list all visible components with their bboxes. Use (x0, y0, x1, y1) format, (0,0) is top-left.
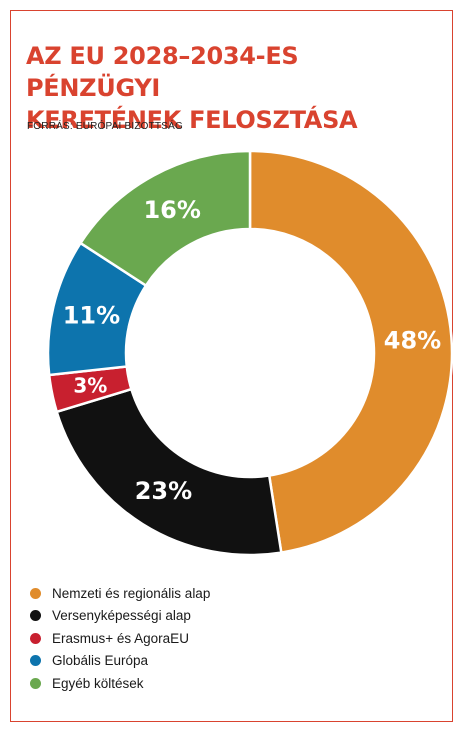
donut-slice-4 (78, 149, 252, 288)
legend-item-2: Erasmus+ és AgoraEU (30, 627, 210, 650)
donut-slice-1 (55, 387, 283, 557)
legend-swatch-3 (30, 655, 41, 667)
legend-swatch-2 (30, 632, 41, 644)
chart-title-line-2: KERETÉNEK FELOSZTÁSA (26, 106, 358, 134)
legend-label-4: Egyéb költések (52, 675, 144, 691)
legend-label-1: Versenyképességi alap (52, 608, 191, 624)
legend-swatch-4 (30, 677, 41, 689)
slice-label-0: 48% (384, 326, 441, 354)
chart-title: AZ EU 2028–2034-ES PÉNZÜGYI KERETÉNEK FE… (26, 40, 436, 136)
legend-label-0: Nemzeti és regionális alap (52, 585, 211, 601)
slice-label-4: 16% (143, 196, 200, 224)
legend-item-0: Nemzeti és regionális alap (30, 582, 210, 605)
slice-label-2: 3% (73, 374, 107, 398)
chart-title-line-1: AZ EU 2028–2034-ES PÉNZÜGYI (26, 42, 299, 102)
slice-label-1: 23% (135, 477, 192, 505)
legend-label-3: Globális Európa (52, 653, 149, 669)
legend-label-2: Erasmus+ és AgoraEU (52, 630, 189, 646)
legend-swatch-0 (30, 587, 41, 599)
legend-item-1: Versenyképességi alap (30, 605, 210, 628)
chart-legend: Nemzeti és regionális alap Versenyképessé… (30, 582, 210, 695)
source-note: FORRÁS: EURÓPAI BIZOTTSÁG (27, 121, 183, 132)
legend-item-3: Globális Európa (30, 650, 210, 673)
donut-slice-0 (248, 149, 454, 554)
legend-swatch-1 (30, 610, 41, 622)
slice-label-3: 11% (63, 301, 120, 329)
legend-item-4: Egyéb költések (30, 672, 210, 695)
